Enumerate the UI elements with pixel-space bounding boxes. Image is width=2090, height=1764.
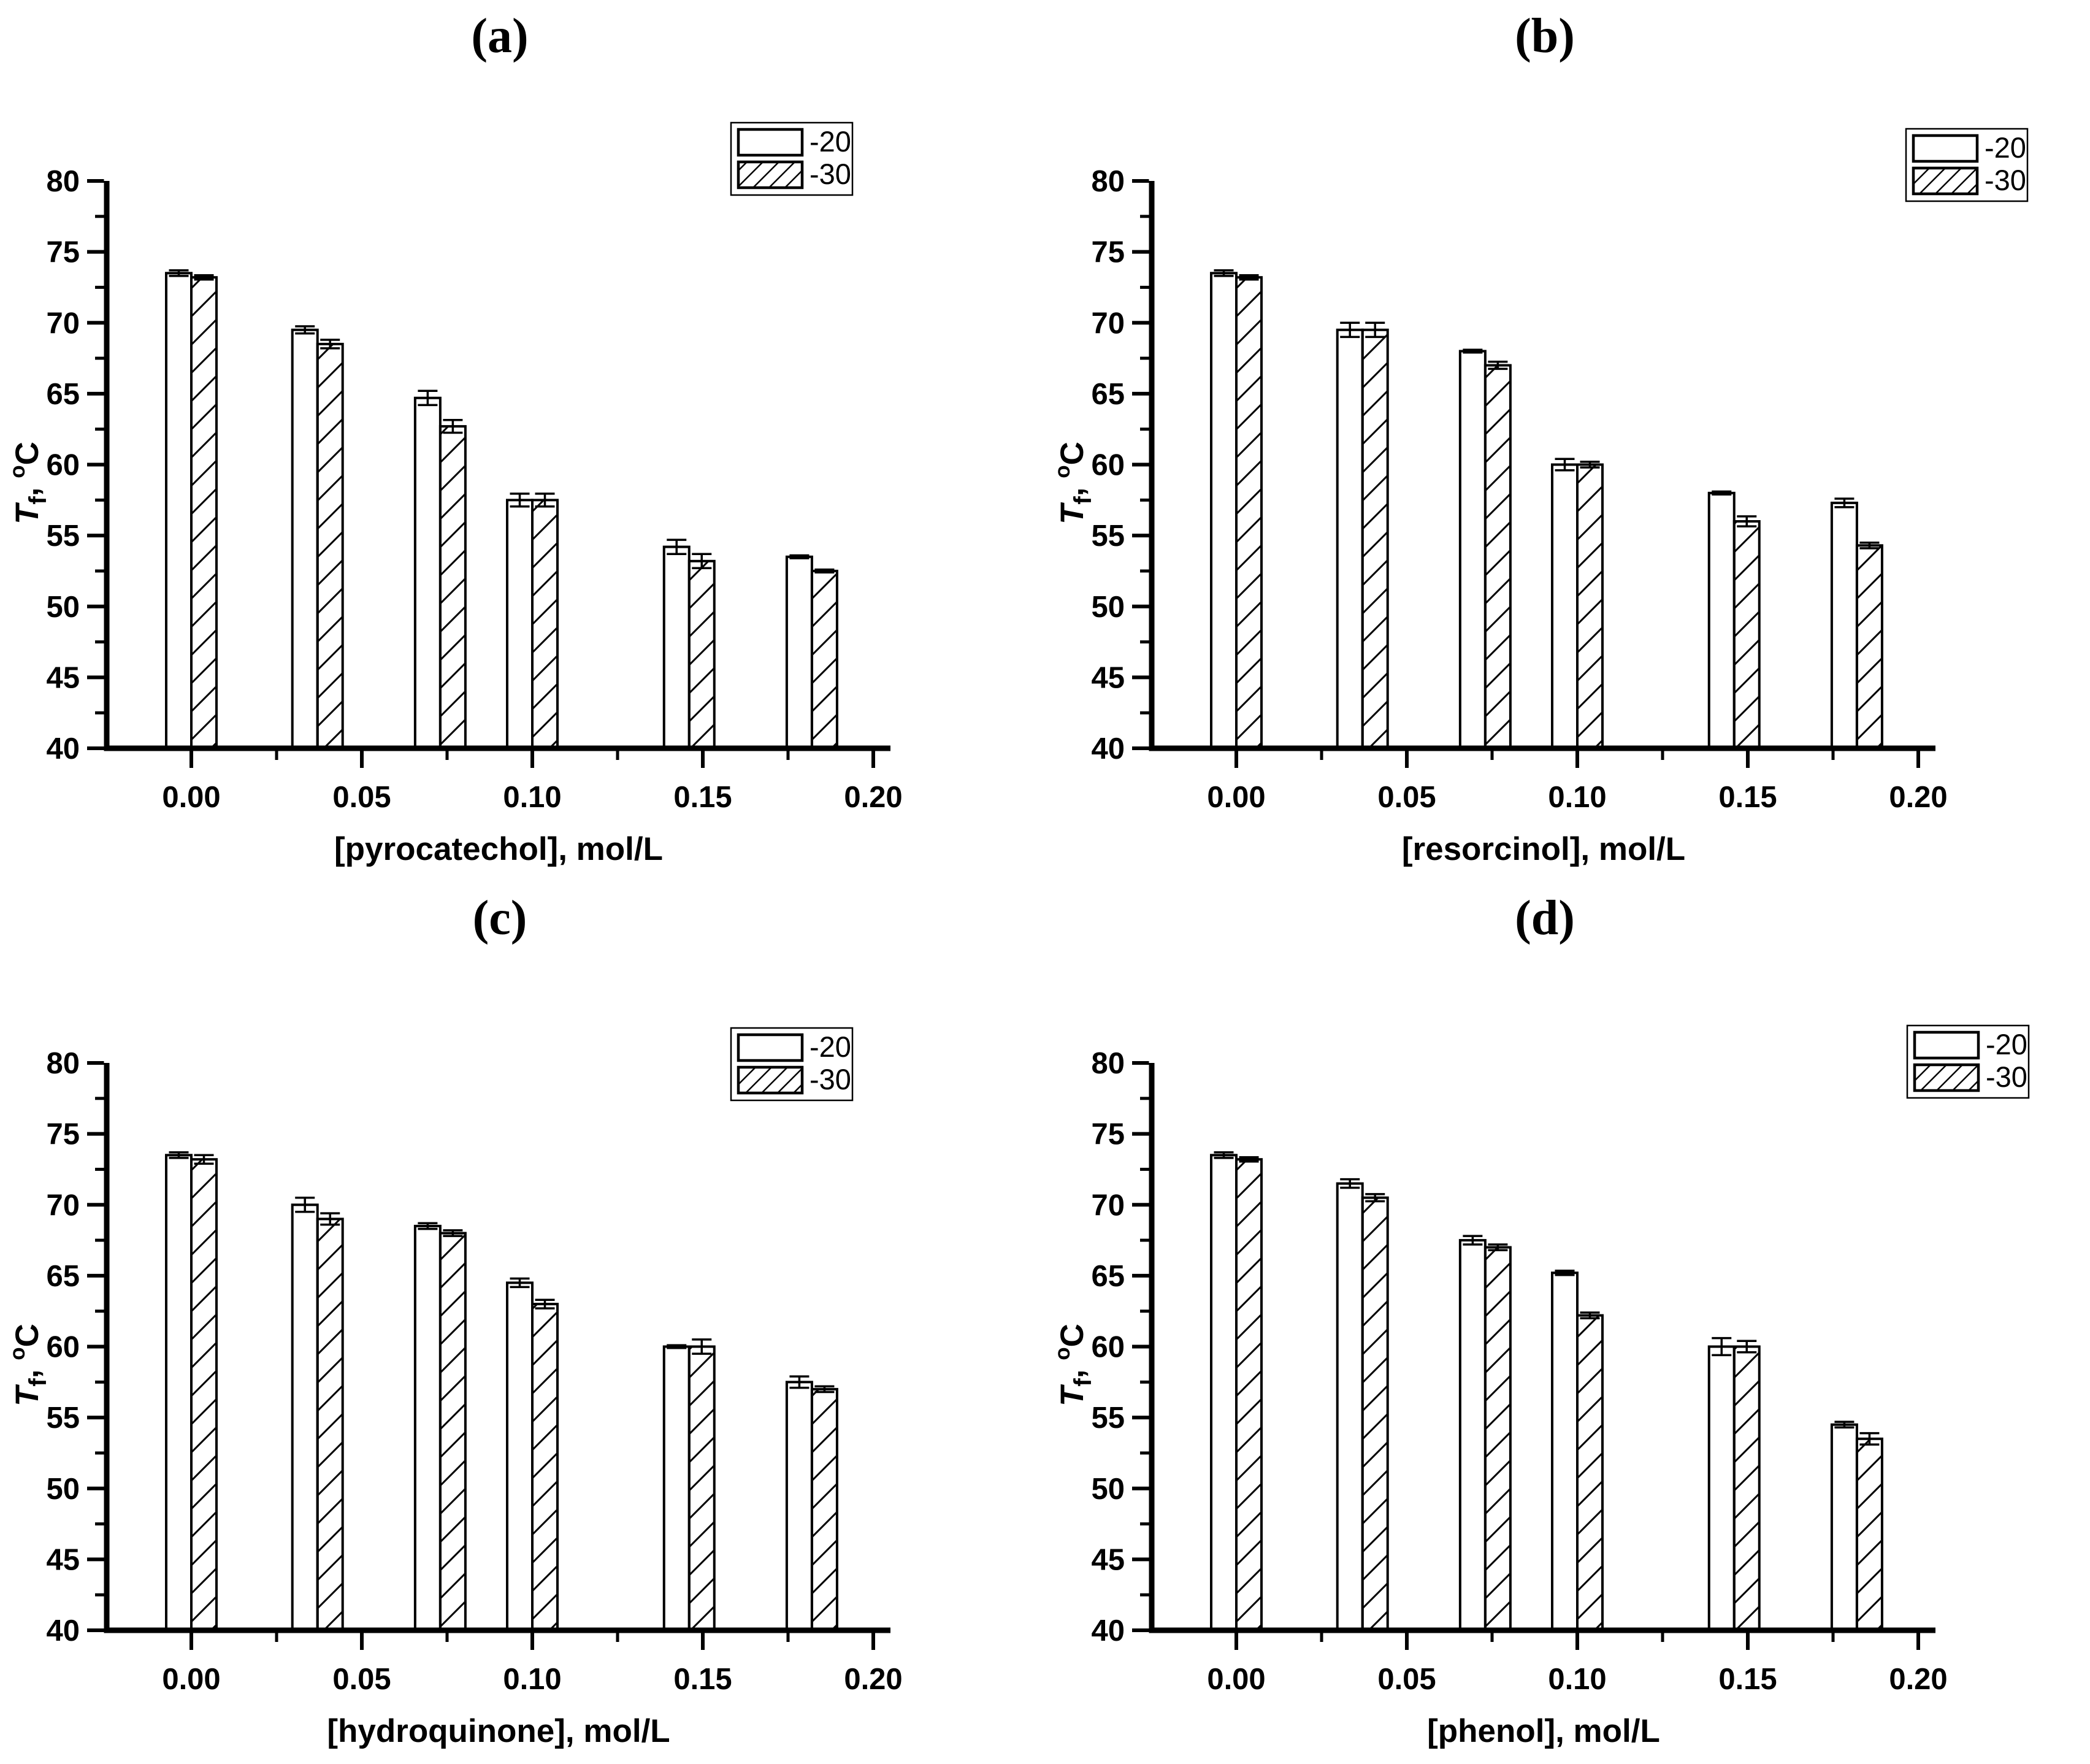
svg-text:Tf, oC: Tf, oC — [1051, 442, 1097, 524]
svg-text:50: 50 — [46, 591, 80, 624]
svg-text:70: 70 — [1091, 1189, 1125, 1222]
svg-text:40: 40 — [1091, 1614, 1125, 1647]
svg-text:65: 65 — [46, 378, 80, 411]
panel-b: (b) 40 45 50 55 60 65 70 75 80 0.00 0.05 0.10 0.15 0.… — [1045, 0, 2090, 882]
panel-d-chart: 40 45 50 55 60 65 70 75 80 0.00 0.05 0.10 0.15 0.20 [p… — [1051, 1024, 2030, 1749]
svg-text:0.00: 0.00 — [1207, 781, 1265, 814]
legend: -20-30 — [730, 1027, 854, 1102]
svg-text:0.10: 0.10 — [503, 1663, 561, 1696]
panel-b-title: (b) — [1515, 9, 1575, 63]
svg-text:60: 60 — [46, 1331, 80, 1364]
svg-text:65: 65 — [1091, 1260, 1125, 1293]
svg-text:-20: -20 — [810, 125, 851, 158]
svg-text:50: 50 — [46, 1473, 80, 1506]
panel-b-chart: 40 45 50 55 60 65 70 75 80 0.00 0.05 0.10 0.15 0.20 [r… — [1051, 128, 2029, 867]
svg-text:-30: -30 — [810, 158, 851, 190]
svg-text:Tf, oC: Tf, oC — [6, 442, 52, 524]
svg-text:0.05: 0.05 — [332, 1663, 391, 1696]
svg-text:45: 45 — [46, 661, 80, 694]
panel-c: (c) 40 45 50 55 60 65 70 75 80 0.00 0.05 0.10 0.15 0.… — [0, 882, 1045, 1764]
svg-text:55: 55 — [1091, 520, 1125, 553]
svg-text:0.05: 0.05 — [1377, 781, 1436, 814]
svg-text:0.00: 0.00 — [1207, 1663, 1265, 1696]
svg-text:[resorcinol], mol/L: [resorcinol], mol/L — [1402, 831, 1685, 867]
svg-text:60: 60 — [46, 449, 80, 482]
svg-text:45: 45 — [1091, 1543, 1125, 1576]
svg-text:0.10: 0.10 — [1548, 781, 1606, 814]
svg-text:0.00: 0.00 — [162, 1663, 220, 1696]
svg-text:55: 55 — [1091, 1402, 1125, 1435]
svg-text:-20: -20 — [810, 1030, 851, 1063]
svg-text:0.15: 0.15 — [1718, 1663, 1777, 1696]
svg-text:[hydroquinone], mol/L: [hydroquinone], mol/L — [327, 1713, 670, 1749]
svg-text:75: 75 — [46, 1118, 80, 1151]
svg-text:40: 40 — [46, 1614, 80, 1647]
svg-text:50: 50 — [1091, 591, 1125, 624]
svg-text:-30: -30 — [1985, 164, 2026, 196]
svg-text:0.10: 0.10 — [503, 781, 561, 814]
svg-text:0.20: 0.20 — [1889, 781, 1947, 814]
svg-text:70: 70 — [1091, 307, 1125, 340]
svg-text:0.20: 0.20 — [844, 1663, 902, 1696]
svg-text:80: 80 — [46, 165, 80, 198]
svg-text:60: 60 — [1091, 449, 1125, 482]
svg-text:70: 70 — [46, 307, 80, 340]
svg-text:65: 65 — [1091, 378, 1125, 411]
svg-text:80: 80 — [46, 1047, 80, 1080]
svg-text:0.20: 0.20 — [844, 781, 902, 814]
svg-text:80: 80 — [1091, 165, 1125, 198]
svg-text:-20: -20 — [1986, 1028, 2027, 1060]
svg-text:55: 55 — [46, 1402, 80, 1435]
svg-text:75: 75 — [46, 236, 80, 269]
svg-text:0.05: 0.05 — [1377, 1663, 1436, 1696]
svg-text:60: 60 — [1091, 1331, 1125, 1364]
svg-text:80: 80 — [1091, 1047, 1125, 1080]
svg-text:0.20: 0.20 — [1889, 1663, 1947, 1696]
svg-text:[phenol], mol/L: [phenol], mol/L — [1427, 1713, 1660, 1749]
svg-text:55: 55 — [46, 520, 80, 553]
svg-text:65: 65 — [46, 1260, 80, 1293]
svg-text:0.15: 0.15 — [673, 1663, 732, 1696]
panel-a-chart: 40 45 50 55 60 65 70 75 80 0.00 0.05 0.10 0.15 0.20 [p… — [6, 121, 903, 867]
svg-text:[pyrocatechol], mol/L: [pyrocatechol], mol/L — [334, 831, 663, 867]
svg-text:0.00: 0.00 — [162, 781, 220, 814]
panel-a: (a) 40 45 50 55 60 65 70 75 80 0.00 0.05 0.10 0.15 0.… — [0, 0, 1045, 882]
panel-c-title: (c) — [472, 891, 527, 945]
svg-text:0.15: 0.15 — [1718, 781, 1777, 814]
svg-text:-30: -30 — [1986, 1060, 2027, 1093]
svg-text:0.10: 0.10 — [1548, 1663, 1606, 1696]
svg-text:70: 70 — [46, 1189, 80, 1222]
svg-text:0.05: 0.05 — [332, 781, 391, 814]
panel-c-chart: 40 45 50 55 60 65 70 75 80 0.00 0.05 0.10 0.15 0.20 [h… — [6, 1027, 903, 1749]
legend: -20-30 — [1905, 128, 2029, 202]
svg-text:45: 45 — [46, 1543, 80, 1576]
panel-d: (d) 40 45 50 55 60 65 70 75 80 0.00 0.05 0.10 0.15 0.… — [1045, 882, 2090, 1764]
panel-a-title: (a) — [471, 9, 529, 63]
svg-text:50: 50 — [1091, 1473, 1125, 1506]
svg-text:-20: -20 — [1985, 131, 2026, 164]
legend: -20-30 — [1906, 1024, 2030, 1099]
svg-text:Tf, oC: Tf, oC — [6, 1324, 52, 1406]
svg-text:-30: -30 — [810, 1063, 851, 1095]
svg-text:75: 75 — [1091, 1118, 1125, 1151]
svg-text:Tf, oC: Tf, oC — [1051, 1324, 1097, 1406]
svg-text:45: 45 — [1091, 661, 1125, 694]
legend: -20-30 — [730, 121, 854, 196]
svg-text:40: 40 — [1091, 732, 1125, 765]
svg-text:40: 40 — [46, 732, 80, 765]
panel-d-title: (d) — [1515, 891, 1575, 945]
svg-text:75: 75 — [1091, 236, 1125, 269]
svg-text:0.15: 0.15 — [673, 781, 732, 814]
